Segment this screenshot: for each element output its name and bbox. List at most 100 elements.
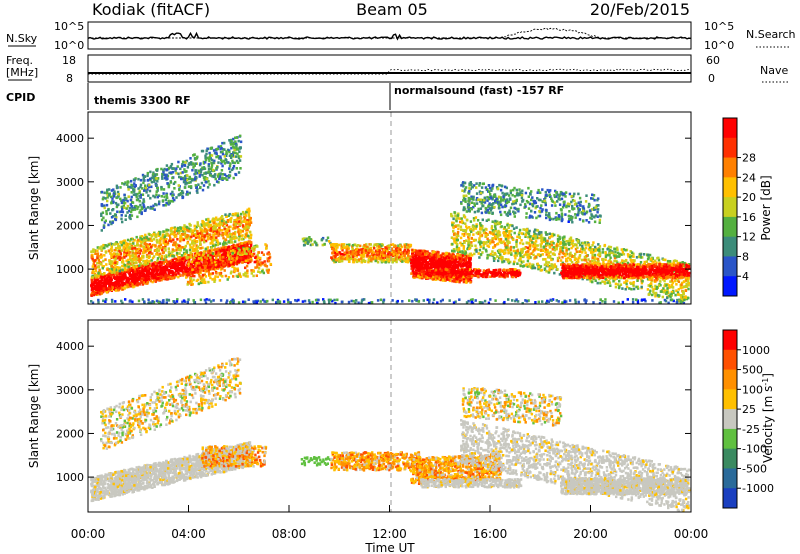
data-cell (165, 199, 167, 202)
data-cell (147, 194, 149, 197)
data-cell (182, 171, 184, 174)
data-cell (131, 247, 133, 250)
data-cell (176, 262, 178, 265)
data-cell (239, 167, 241, 170)
data-cell (154, 173, 156, 176)
data-cell (204, 256, 206, 259)
data-cell (101, 203, 103, 206)
data-cell (315, 244, 317, 247)
data-cell (119, 270, 121, 273)
data-cell (91, 280, 93, 283)
data-cell (177, 161, 179, 164)
data-cell (246, 265, 248, 268)
data-cell (238, 155, 240, 158)
data-cell (107, 244, 109, 247)
data-cell (135, 258, 137, 261)
data-cell (143, 175, 145, 178)
data-cell (204, 281, 206, 284)
data-cell (117, 245, 119, 248)
data-cell (147, 273, 149, 276)
data-cell (162, 252, 164, 255)
data-cell (268, 257, 270, 260)
data-cell (171, 163, 173, 166)
data-cell (194, 254, 196, 257)
data-cell (226, 178, 228, 181)
data-cell (155, 268, 157, 271)
data-cell (224, 269, 226, 272)
data-cell (199, 226, 201, 229)
data-cell (250, 237, 252, 240)
data-cell (247, 256, 249, 259)
data-cell (169, 265, 171, 268)
data-cell (112, 286, 114, 289)
data-cell (183, 228, 185, 231)
data-cell (211, 166, 213, 169)
data-cell (123, 206, 125, 209)
data-cell (158, 200, 160, 203)
data-cell (236, 167, 238, 170)
data-cell (176, 238, 178, 241)
data-cell (138, 248, 140, 251)
data-cell (210, 238, 212, 241)
data-cell (178, 232, 180, 235)
data-cell (108, 281, 110, 284)
data-cell (166, 194, 168, 197)
data-cell (201, 150, 203, 153)
data-cell (169, 271, 171, 274)
data-cell (132, 253, 134, 256)
data-cell (144, 277, 146, 280)
data-cell (175, 235, 177, 238)
noise-tick-top-right: 10^5 (704, 20, 734, 33)
data-cell (244, 217, 246, 220)
data-cell (231, 241, 233, 244)
data-cell (149, 178, 151, 181)
data-cell (210, 224, 212, 227)
data-cell (203, 178, 205, 181)
data-cell (173, 199, 175, 202)
data-cell (163, 196, 165, 199)
data-cell (170, 171, 172, 174)
data-cell (210, 242, 212, 245)
data-cell (108, 250, 110, 253)
data-cell (143, 240, 145, 243)
data-cell (232, 275, 234, 278)
data-cell (162, 230, 164, 233)
data-cell (225, 246, 227, 249)
data-cell (197, 183, 199, 186)
data-cell (197, 246, 199, 249)
data-cell (123, 194, 125, 197)
data-cell (264, 243, 266, 246)
data-cell (127, 261, 129, 264)
data-cell (228, 258, 230, 261)
data-cell (93, 271, 95, 274)
noise-tick-bottom-left: 10^0 (54, 39, 84, 52)
data-cell (177, 173, 179, 176)
data-cell (110, 260, 112, 263)
data-cell (110, 278, 112, 281)
data-cell (168, 250, 170, 253)
data-cell (127, 259, 129, 262)
data-cell (205, 159, 207, 162)
data-cell (105, 220, 107, 223)
data-cell (252, 275, 254, 278)
data-cell (155, 184, 157, 187)
data-cell (125, 214, 127, 217)
data-cell (172, 171, 174, 174)
data-cell (135, 205, 137, 208)
data-cell (191, 229, 193, 232)
data-cell (235, 155, 237, 158)
data-cell (177, 272, 179, 275)
date-label: 20/Feb/2015 (590, 0, 690, 19)
data-cell (228, 264, 230, 267)
data-cell (258, 251, 260, 254)
data-cell (126, 211, 128, 214)
data-cell (210, 252, 212, 255)
data-cell (130, 238, 132, 241)
data-cell (256, 274, 258, 277)
data-cell (213, 184, 215, 187)
data-cell (212, 245, 214, 248)
data-cell (189, 238, 191, 241)
data-cell (133, 178, 135, 181)
data-cell (236, 218, 238, 221)
data-cell (214, 278, 216, 281)
